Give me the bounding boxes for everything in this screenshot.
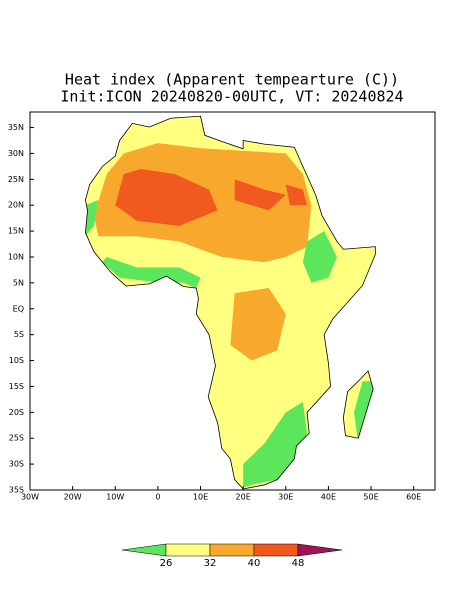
shaded-region [102,256,201,289]
y-tick-label: 5S [14,330,24,339]
colorbar-label: 40 [248,558,261,569]
x-tick-label: 30E [278,493,293,502]
coastline [342,370,374,439]
y-tick-label: 5N [13,278,24,287]
colorbar-segment [253,543,299,557]
colorbar: 26 32 40 48 [121,543,343,569]
y-tick-label: 35N [8,123,24,132]
shaded-region [285,184,308,206]
colorbar-segment [165,543,211,557]
x-tick-label: 50E [363,493,378,502]
y-tick-label: 25S [9,434,24,443]
x-tick-label: 40E [321,493,336,502]
x-tick-label: 10E [193,493,208,502]
colorbar-label: 32 [204,558,217,569]
y-tick-label: 15S [9,382,24,391]
shaded-region [230,288,286,361]
shaded-region [302,231,337,283]
y-tick-label: 25N [8,175,24,184]
y-tick-label: 20N [8,201,24,210]
colorbar-label: 48 [292,558,305,569]
shaded-region [115,168,218,226]
y-tick-label: 10S [9,356,24,365]
x-tick-label: 60E [406,493,421,502]
y-tick-label: 35S [9,486,24,495]
colorbar-segment [209,543,255,557]
x-tick-label: 10W [106,493,124,502]
x-tick-label: 20W [64,493,82,502]
x-tick-label: 20E [236,493,251,502]
y-tick-label: 30N [8,149,24,158]
y-tick-label: EQ [13,304,24,313]
y-tick-label: 20S [9,408,24,417]
shading [85,143,376,488]
x-tick-label: 30W [21,493,39,502]
colorbar-segment [297,543,343,557]
y-tick-label: 15N [8,227,24,236]
coastline [85,115,376,490]
shaded-region [354,381,376,444]
map-area [85,115,376,490]
map-frame [29,111,436,491]
colorbar-segment [121,543,167,557]
map-title: Heat index (Apparent tempearture (C)) [65,71,399,89]
colorbar-label: 26 [160,558,173,569]
y-tick-label: 10N [8,252,24,261]
map-subtitle: Init:ICON 20240820-00UTC, VT: 20240824 [60,88,403,106]
shaded-region [234,179,286,211]
x-tick-label: 0 [155,493,160,502]
y-tick-label: 30S [9,460,24,469]
